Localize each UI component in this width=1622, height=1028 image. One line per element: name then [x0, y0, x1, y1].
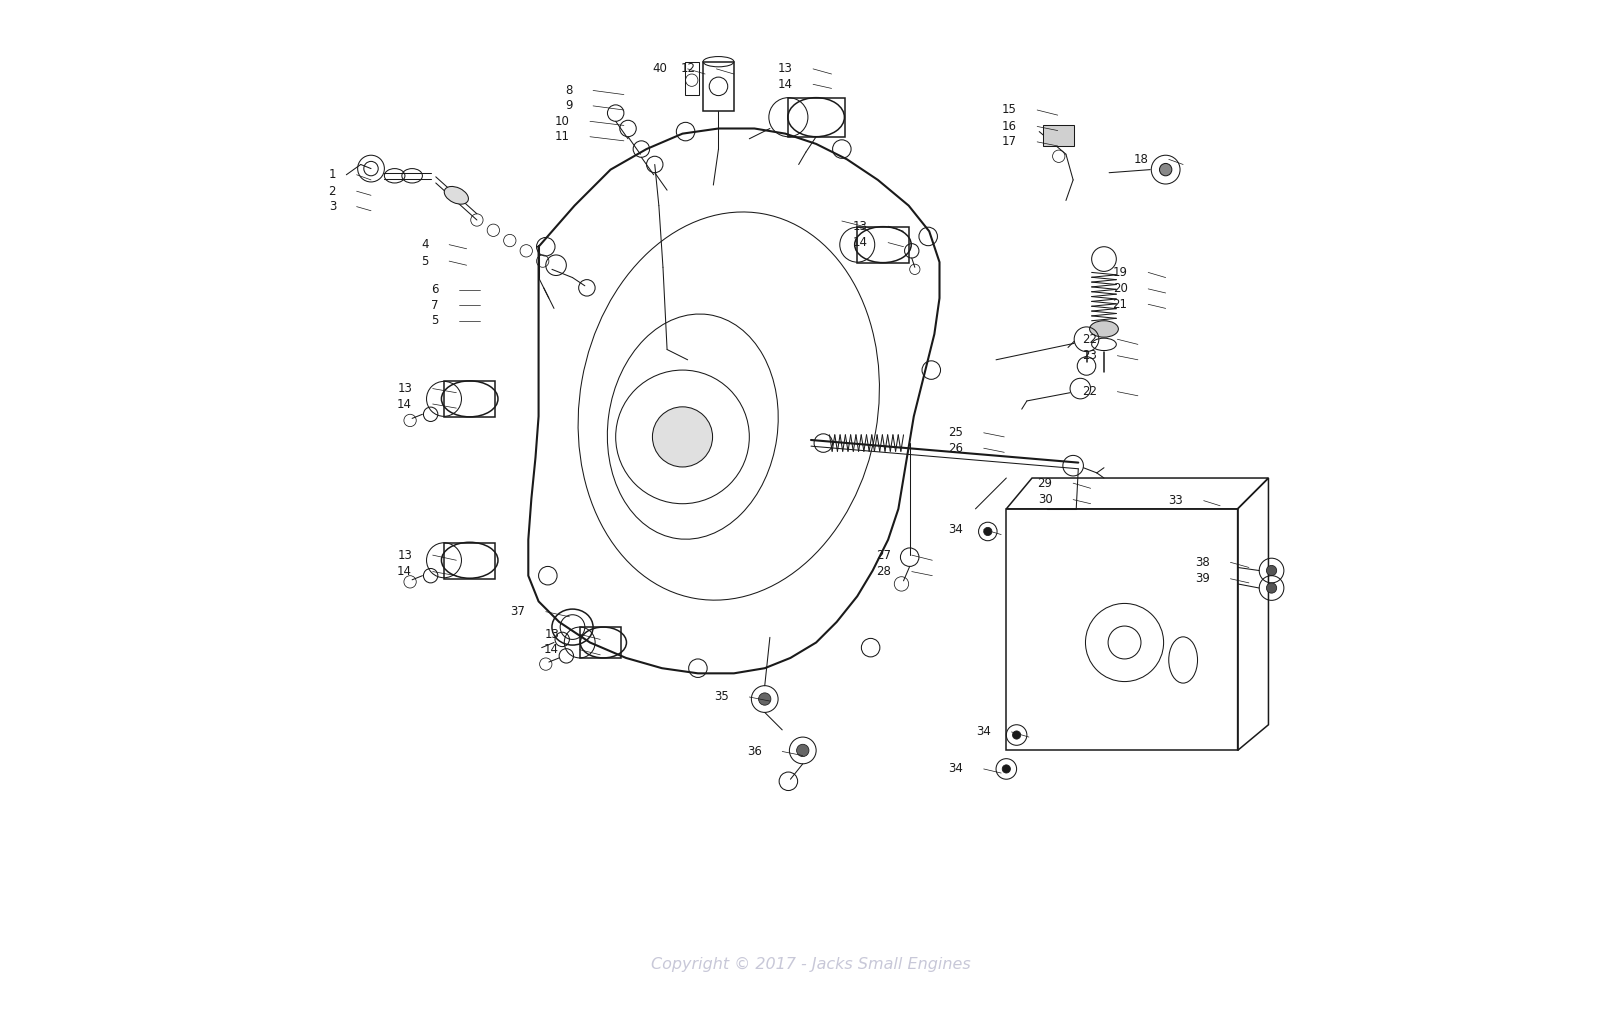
Text: 34: 34	[976, 726, 991, 738]
Circle shape	[759, 693, 770, 705]
Text: 3: 3	[329, 200, 336, 213]
Text: 34: 34	[949, 763, 963, 775]
Text: 13: 13	[853, 220, 868, 232]
Text: 15: 15	[1002, 104, 1017, 116]
Text: 39: 39	[1195, 573, 1210, 585]
Bar	[684, 62, 699, 95]
Circle shape	[652, 407, 712, 467]
Bar	[444, 543, 495, 579]
Text: 14: 14	[397, 565, 412, 578]
Text: 14: 14	[397, 398, 412, 410]
Ellipse shape	[444, 186, 469, 205]
Text: 18: 18	[1134, 153, 1148, 166]
Text: 22: 22	[1082, 333, 1096, 345]
Text: 14: 14	[543, 644, 560, 656]
Text: 12: 12	[681, 63, 696, 75]
Text: 8: 8	[564, 84, 573, 97]
Text: 7: 7	[431, 299, 440, 311]
Circle shape	[1267, 583, 1277, 593]
Text: 38: 38	[1195, 556, 1210, 568]
Bar	[702, 62, 733, 111]
Text: 27: 27	[876, 549, 890, 561]
Ellipse shape	[1090, 321, 1119, 337]
Text: 13: 13	[545, 628, 560, 640]
Text: 5: 5	[422, 255, 428, 267]
Text: 1: 1	[329, 169, 336, 181]
Text: 11: 11	[555, 131, 569, 143]
Text: 33: 33	[1168, 494, 1182, 507]
Text: 9: 9	[564, 100, 573, 112]
Text: 25: 25	[949, 427, 963, 439]
Text: 22: 22	[1082, 386, 1096, 398]
Bar	[444, 381, 495, 417]
Circle shape	[983, 527, 993, 536]
Circle shape	[1012, 731, 1020, 739]
Text: 2: 2	[329, 185, 336, 197]
Text: 30: 30	[1038, 493, 1053, 506]
Bar	[788, 98, 845, 137]
Text: 17: 17	[1002, 136, 1017, 148]
Text: 5: 5	[431, 315, 440, 327]
Text: 19: 19	[1113, 266, 1127, 279]
Text: 36: 36	[746, 745, 762, 758]
Text: 4: 4	[422, 238, 428, 251]
Text: 13: 13	[397, 382, 412, 395]
Text: 34: 34	[949, 523, 963, 536]
Text: 23: 23	[1082, 350, 1096, 362]
Text: 26: 26	[949, 442, 963, 454]
Text: 21: 21	[1113, 298, 1127, 310]
Text: 13: 13	[777, 63, 793, 75]
Text: 40: 40	[652, 63, 667, 75]
Text: 20: 20	[1113, 283, 1127, 295]
Circle shape	[796, 744, 809, 757]
Text: 14: 14	[777, 78, 793, 90]
Text: 28: 28	[876, 565, 890, 578]
Circle shape	[1002, 765, 1011, 773]
Text: 16: 16	[1002, 120, 1017, 133]
Text: 14: 14	[853, 236, 868, 249]
Bar	[1043, 125, 1074, 146]
Text: 37: 37	[511, 605, 526, 618]
Text: 10: 10	[555, 115, 569, 127]
Bar	[579, 627, 621, 658]
Text: 6: 6	[431, 284, 440, 296]
Bar	[858, 227, 908, 263]
Circle shape	[1267, 565, 1277, 576]
Text: 29: 29	[1038, 477, 1053, 489]
Text: 13: 13	[397, 549, 412, 561]
Text: 35: 35	[714, 691, 728, 703]
Text: Copyright © 2017 - Jacks Small Engines: Copyright © 2017 - Jacks Small Engines	[650, 957, 972, 971]
Circle shape	[1160, 163, 1171, 176]
